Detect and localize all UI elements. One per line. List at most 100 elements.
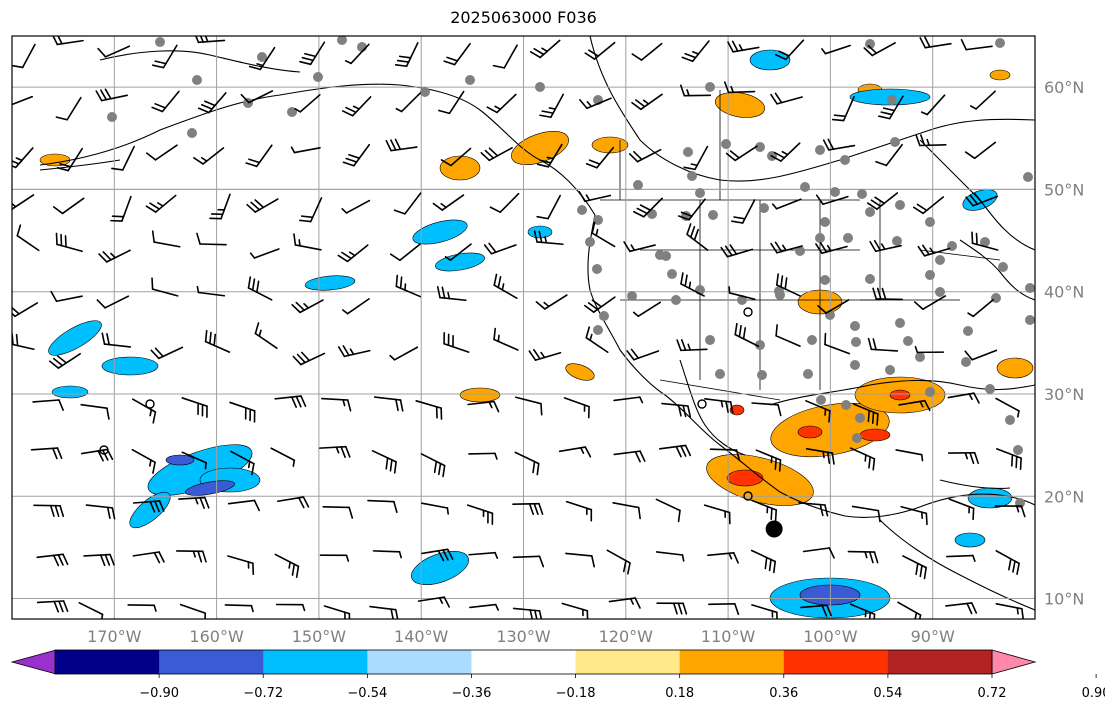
wind-barb bbox=[274, 395, 307, 408]
shaded-region bbox=[996, 357, 1034, 379]
wind-barb bbox=[224, 604, 254, 613]
wind-barb bbox=[145, 194, 177, 213]
wind-barb bbox=[529, 39, 561, 59]
wind-barb bbox=[492, 44, 518, 69]
wind-barb bbox=[342, 298, 370, 315]
wind-barb bbox=[535, 294, 568, 310]
station-marker bbox=[903, 336, 913, 346]
station-marker bbox=[667, 269, 677, 279]
station-marker bbox=[963, 326, 973, 336]
wind-barb bbox=[920, 94, 946, 116]
wind-barb bbox=[613, 450, 646, 463]
wind-barb bbox=[720, 244, 754, 258]
wind-barb bbox=[960, 38, 993, 51]
wind-barb bbox=[964, 349, 998, 361]
wind-barb bbox=[964, 141, 997, 160]
colorbar-segment bbox=[159, 650, 264, 674]
wind-barb bbox=[444, 243, 472, 261]
wind-barb bbox=[480, 146, 513, 162]
station-marker bbox=[843, 233, 853, 243]
shaded-region bbox=[185, 480, 235, 496]
wind-barb bbox=[319, 445, 351, 459]
wind-barb bbox=[822, 138, 856, 151]
station-marker bbox=[865, 39, 875, 49]
wind-barb bbox=[36, 600, 69, 613]
wind-barb bbox=[493, 273, 518, 299]
lon-tick-label: 150°W bbox=[292, 627, 347, 646]
wind-barb bbox=[677, 198, 706, 221]
colorbar-label: −0.90 bbox=[139, 686, 179, 701]
wind-barb bbox=[373, 396, 404, 412]
station-marker bbox=[755, 340, 765, 350]
wind-barb bbox=[466, 504, 494, 526]
station-marker bbox=[705, 335, 715, 345]
wind-barb bbox=[512, 502, 544, 516]
station-marker bbox=[705, 82, 715, 92]
station-marker bbox=[647, 209, 657, 219]
wind-barb bbox=[751, 604, 778, 619]
station-marker bbox=[925, 270, 935, 280]
colorbar-label: −0.72 bbox=[243, 686, 283, 701]
wind-barb bbox=[872, 287, 904, 301]
lat-tick-label: 60°N bbox=[1044, 78, 1084, 97]
wind-barb bbox=[319, 554, 350, 562]
station-marker bbox=[885, 365, 895, 375]
wind-barb bbox=[875, 143, 903, 167]
station-marker bbox=[895, 318, 905, 328]
wind-barb bbox=[344, 43, 370, 65]
wind-barb bbox=[815, 241, 848, 254]
station-marker bbox=[865, 274, 875, 284]
wind-barb bbox=[227, 499, 260, 512]
station-marker bbox=[815, 145, 825, 155]
wind-barb bbox=[994, 505, 1026, 518]
wind-barb bbox=[878, 95, 904, 120]
wind-barb bbox=[631, 93, 663, 111]
lon-tick-label: 100°W bbox=[803, 627, 858, 646]
wind-barb bbox=[585, 326, 609, 354]
wind-barb bbox=[708, 603, 740, 616]
wind-barb bbox=[851, 505, 881, 523]
wind-barb bbox=[372, 550, 402, 559]
wind-barb bbox=[321, 397, 352, 412]
wind-barb bbox=[55, 96, 82, 121]
wind-barb bbox=[770, 142, 801, 162]
wind-barb bbox=[536, 194, 561, 220]
wind-barb bbox=[728, 286, 756, 301]
station-marker bbox=[155, 37, 165, 47]
wind-barb bbox=[917, 244, 951, 257]
station-marker bbox=[887, 95, 897, 105]
station-marker bbox=[687, 171, 697, 181]
colorbar-segment bbox=[367, 650, 473, 674]
wind-barb bbox=[50, 290, 83, 303]
station-marker bbox=[807, 335, 817, 345]
wind-barb bbox=[33, 504, 65, 518]
wind-barb bbox=[897, 601, 922, 619]
station-marker bbox=[593, 325, 603, 335]
station-marker bbox=[892, 236, 902, 246]
wind-barb bbox=[196, 285, 226, 297]
wind-barb bbox=[563, 397, 590, 419]
wind-barb bbox=[342, 143, 371, 167]
wind-barb bbox=[913, 295, 947, 311]
coastline bbox=[959, 239, 1035, 301]
wind-barb bbox=[853, 403, 879, 426]
wind-barb bbox=[246, 198, 279, 213]
wind-barb bbox=[800, 604, 832, 617]
station-marker bbox=[815, 233, 825, 243]
station-marker bbox=[998, 262, 1008, 272]
station-marker bbox=[107, 112, 117, 122]
station-marker bbox=[695, 188, 705, 198]
lat-tick-label: 50°N bbox=[1044, 180, 1084, 199]
wind-barb bbox=[584, 41, 616, 60]
wind-barb bbox=[775, 273, 802, 297]
wind-barb bbox=[731, 199, 756, 224]
wind-barb bbox=[83, 553, 115, 567]
coastline bbox=[99, 50, 301, 73]
wind-barb bbox=[512, 555, 545, 568]
shaded-region bbox=[859, 428, 891, 442]
wind-barb bbox=[229, 401, 256, 423]
wind-barb bbox=[919, 36, 952, 49]
wind-barb bbox=[293, 233, 322, 251]
wind-barb bbox=[98, 249, 131, 263]
